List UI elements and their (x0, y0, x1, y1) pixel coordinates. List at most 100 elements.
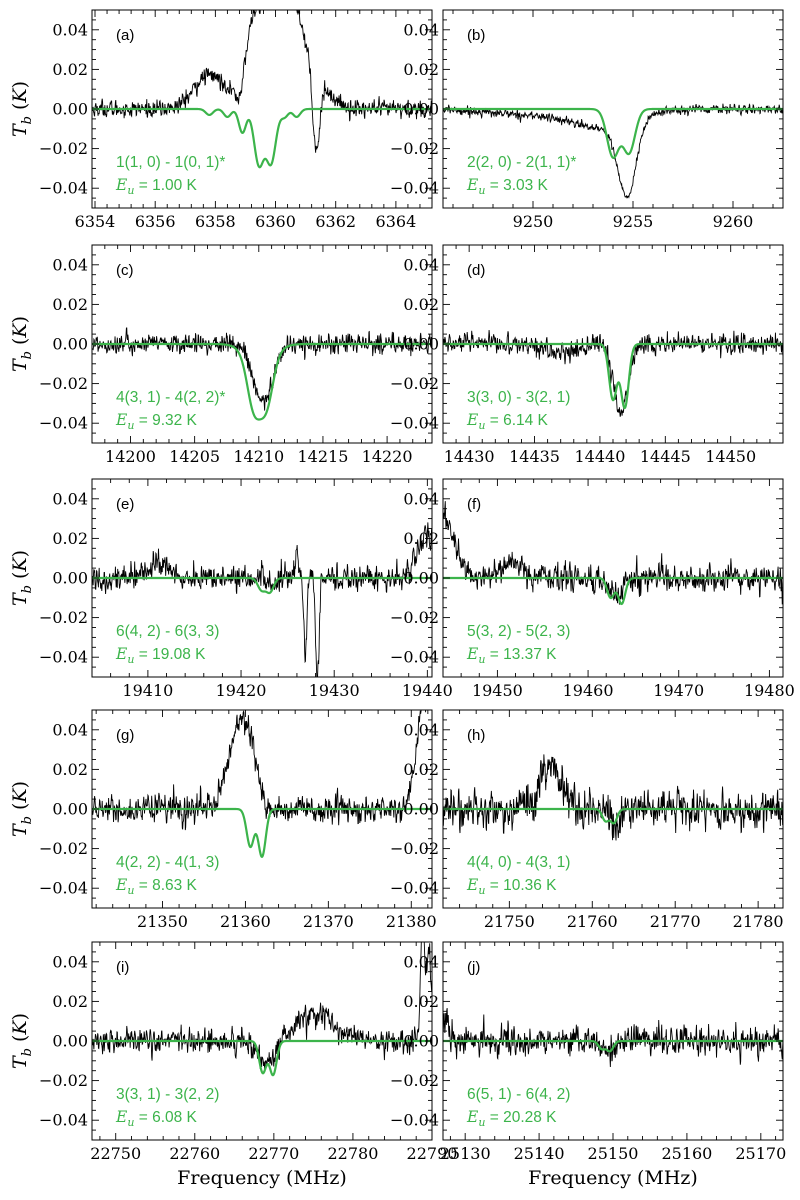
x-tick-label: 9250 (513, 212, 554, 231)
y-tick-label: 0.00 (403, 1032, 439, 1051)
y-tick-label: −0.02 (39, 139, 88, 158)
x-tick-label: 14215 (297, 447, 348, 466)
y-tick-label: 0.04 (52, 720, 88, 739)
y-tick-label: 0.04 (403, 255, 439, 274)
y-tick-label: −0.04 (390, 179, 439, 198)
y-tick-label: −0.04 (390, 879, 439, 898)
upper-energy-label: Eu = 20.28 K (466, 1108, 557, 1129)
transition-label: 5(3, 2) - 5(2, 3) (467, 623, 570, 640)
transition-label: 4(3, 1) - 4(2, 2)* (116, 389, 225, 406)
x-tick-label: 14445 (640, 447, 691, 466)
y-tick-label: 0.00 (403, 100, 439, 119)
panel-letter: (h) (467, 727, 485, 744)
model-spectrum-line (443, 342, 783, 410)
observed-spectrum-line (92, 10, 432, 153)
y-tick-label: 0.00 (52, 1032, 88, 1051)
x-tick-label: 21770 (650, 912, 701, 931)
y-tick-label: 0.04 (403, 952, 439, 971)
model-spectrum-line (443, 576, 783, 606)
x-axis-label-right: Frequency (MHz) (528, 1167, 698, 1189)
panel-letter: (a) (116, 27, 134, 44)
y-axis-label: Tb (K) (9, 316, 35, 372)
y-tick-label: −0.02 (39, 1071, 88, 1090)
panel: −0.04 −0.02 0.00 0.02 0.04 14430 14435 14440 144… (390, 244, 784, 466)
y-tick-label: 0.02 (52, 760, 88, 779)
y-tick-label: 0.00 (52, 800, 88, 819)
y-tick-label: 0.02 (52, 992, 88, 1011)
transition-label: 4(4, 0) - 4(3, 1) (467, 854, 570, 871)
model-spectrum-line (92, 807, 432, 858)
x-tick-label: 25170 (735, 1144, 786, 1163)
panel: −0.04 −0.02 0.00 0.02 0.04 14200 14205 14210 142… (9, 244, 433, 466)
upper-energy-label: Eu = 19.08 K (115, 645, 206, 666)
x-tick-label: 19410 (122, 681, 173, 700)
panel-letter: (d) (467, 262, 485, 279)
x-tick-label: 14440 (574, 447, 625, 466)
panel-letter: (g) (116, 727, 134, 744)
transition-label: 2(2, 0) - 2(1, 1)* (467, 154, 576, 171)
y-tick-label: 0.02 (52, 60, 88, 79)
observed-spectrum-line (443, 501, 783, 605)
x-tick-label: 21750 (484, 912, 535, 931)
y-tick-label: 0.02 (52, 529, 88, 548)
panel-letter: (f) (467, 496, 481, 513)
x-tick-label: 22790 (407, 1144, 458, 1163)
panel: −0.04 −0.02 0.00 0.02 0.04 21750 21760 21770 217… (390, 709, 784, 931)
y-tick-label: −0.02 (390, 374, 439, 393)
transition-label: 4(2, 2) - 4(1, 3) (116, 854, 219, 871)
x-tick-label: 6354 (75, 212, 116, 231)
panel: −0.04 −0.02 0.00 0.02 0.04 22750 22760 22770 227… (9, 941, 458, 1163)
x-tick-label: 21350 (137, 912, 188, 931)
y-tick-label: 0.02 (403, 60, 439, 79)
panel-letter: (i) (116, 959, 129, 976)
upper-energy-label: Eu = 1.00 K (115, 176, 198, 197)
x-tick-label: 6362 (315, 212, 356, 231)
x-tick-label: 19470 (653, 681, 704, 700)
upper-energy-label: Eu = 13.37 K (466, 645, 557, 666)
model-spectrum-line (92, 1039, 432, 1077)
y-axis-label: Tb (K) (9, 781, 35, 837)
y-tick-label: 0.02 (403, 529, 439, 548)
y-tick-label: 0.00 (403, 800, 439, 819)
x-tick-label: 9255 (613, 212, 654, 231)
y-tick-label: −0.04 (39, 414, 88, 433)
observed-spectrum-line (443, 329, 783, 417)
panel-letter: (j) (467, 959, 480, 976)
model-spectrum-line (443, 1039, 783, 1053)
y-tick-label: 0.04 (52, 20, 88, 39)
panel-grid: −0.04 −0.02 0.00 0.02 0.04 6354 6356 6358 6360 63… (9, 9, 795, 1163)
transition-label: 3(3, 1) - 3(2, 2) (116, 1086, 219, 1103)
x-tick-label: 21360 (220, 912, 271, 931)
observed-spectrum-line (443, 754, 783, 841)
x-tick-label: 6356 (135, 212, 176, 231)
y-tick-label: −0.02 (39, 374, 88, 393)
observed-spectrum-line (92, 522, 432, 677)
y-tick-label: 0.02 (403, 760, 439, 779)
upper-energy-label: Eu = 9.32 K (115, 411, 198, 432)
x-tick-label: 14450 (705, 447, 756, 466)
y-tick-label: −0.04 (39, 648, 88, 667)
x-tick-label: 19430 (309, 681, 360, 700)
y-tick-label: −0.04 (390, 414, 439, 433)
y-tick-label: 0.02 (403, 992, 439, 1011)
panel-letter: (e) (116, 496, 134, 513)
y-tick-label: 0.02 (403, 295, 439, 314)
y-tick-label: 0.04 (52, 489, 88, 508)
x-tick-label: 14200 (105, 447, 156, 466)
transition-label: 1(1, 0) - 1(0, 1)* (116, 154, 225, 171)
y-tick-label: 0.00 (403, 569, 439, 588)
transition-label: 6(5, 1) - 6(4, 2) (467, 1086, 570, 1103)
panel: −0.04 −0.02 0.00 0.02 0.04 6354 6356 6358 6360 63… (9, 9, 433, 231)
x-tick-label: 25140 (514, 1144, 565, 1163)
panel: −0.04 −0.02 0.00 0.02 0.04 19410 19420 19430 194… (9, 478, 453, 700)
x-tick-label: 25130 (440, 1144, 491, 1163)
upper-energy-label: Eu = 3.03 K (466, 176, 549, 197)
x-axis-label-left: Frequency (MHz) (177, 1167, 347, 1189)
y-tick-label: −0.04 (39, 179, 88, 198)
y-tick-label: 0.04 (52, 255, 88, 274)
y-tick-label: 0.00 (52, 569, 88, 588)
transition-label: 6(4, 2) - 6(3, 3) (116, 623, 219, 640)
x-tick-label: 19420 (216, 681, 267, 700)
x-tick-label: 22750 (90, 1144, 141, 1163)
